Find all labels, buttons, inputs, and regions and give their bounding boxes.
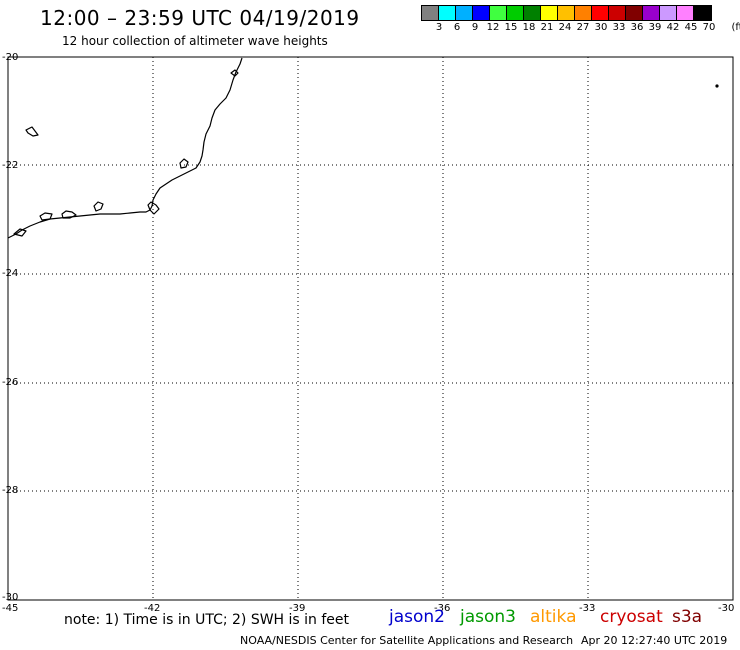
lon-tick-label: -36 [434, 603, 451, 614]
color-swatch [575, 6, 592, 20]
color-scale-tick: 24 [558, 22, 572, 33]
color-scale-tick: 42 [666, 22, 680, 33]
lon-tick-label: -33 [579, 603, 596, 614]
color-swatch [609, 6, 626, 20]
brazil-coastline [7, 57, 243, 239]
color-swatch [524, 6, 541, 20]
legend-cryosat: cryosat [600, 607, 663, 627]
inland-water-body [25, 126, 39, 137]
graticule [8, 57, 733, 600]
coastal-inlet [13, 228, 27, 237]
color-scale-tick: 39 [648, 22, 662, 33]
lon-tick-label: -42 [144, 603, 161, 614]
map-frame [7, 56, 734, 601]
color-swatch [643, 6, 660, 20]
lat-tick-label: -30 [2, 592, 19, 603]
legend-altika: altika [530, 607, 577, 627]
sepetiba-bay-inlet [61, 210, 77, 219]
color-swatch [422, 6, 439, 20]
color-scale-tick: 45 [684, 22, 698, 33]
color-swatch [626, 6, 643, 20]
color-scale-unit: (ft) [731, 22, 740, 33]
color-swatch [473, 6, 490, 20]
color-scale-tick: 18 [522, 22, 536, 33]
color-swatch [507, 6, 524, 20]
lat-tick-label: -24 [2, 268, 19, 279]
color-scale-tick: 30 [594, 22, 608, 33]
lon-tick-label: -45 [2, 603, 19, 614]
color-scale-tick: 15 [504, 22, 518, 33]
legend-s3a: s3a [672, 607, 703, 627]
lagoon-outline [179, 158, 189, 169]
legend-jason2: jason2 [389, 607, 445, 627]
color-scale-tick: 33 [612, 22, 626, 33]
inland-water-body [230, 69, 239, 77]
color-swatch [592, 6, 609, 20]
color-swatch [694, 6, 711, 20]
page-title: 12:00 – 23:59 UTC 04/19/2019 [40, 6, 360, 30]
lat-tick-label: -28 [2, 485, 19, 496]
lat-tick-label: -22 [2, 160, 19, 171]
color-scale-tick: 36 [630, 22, 644, 33]
island-dot [715, 84, 719, 88]
color-scale-tick: 27 [576, 22, 590, 33]
units-note: note: 1) Time is in UTC; 2) SWH is in fe… [64, 612, 350, 628]
color-swatch [541, 6, 558, 20]
color-swatches [421, 5, 712, 21]
color-scale-tick: 3 [435, 22, 443, 33]
ilha-grande-island [39, 212, 53, 221]
coastal-inlet [93, 201, 104, 212]
lon-tick-label: -30 [718, 603, 735, 614]
lon-tick-label: -39 [289, 603, 306, 614]
lat-tick-label: -26 [2, 377, 19, 388]
color-scale-tick: 9 [471, 22, 479, 33]
color-swatch [660, 6, 677, 20]
credit-line: NOAA/NESDIS Center for Satellite Applica… [240, 634, 574, 647]
color-swatch [490, 6, 507, 20]
color-scale-tick: 12 [486, 22, 500, 33]
color-swatch [677, 6, 694, 20]
generated-timestamp: Apr 20 12:27:40 UTC 2019 [581, 634, 728, 647]
legend-jason3: jason3 [460, 607, 516, 627]
color-swatch [439, 6, 456, 20]
page-subtitle: 12 hour collection of altimeter wave hei… [62, 34, 328, 48]
color-scale-tick: 70 [702, 22, 716, 33]
color-swatch [558, 6, 575, 20]
color-swatch [456, 6, 473, 20]
color-scale-tick: 6 [453, 22, 461, 33]
guanabara-bay-inlet [147, 201, 160, 215]
color-scale-tick: 21 [540, 22, 554, 33]
lat-tick-label: -20 [2, 52, 19, 63]
